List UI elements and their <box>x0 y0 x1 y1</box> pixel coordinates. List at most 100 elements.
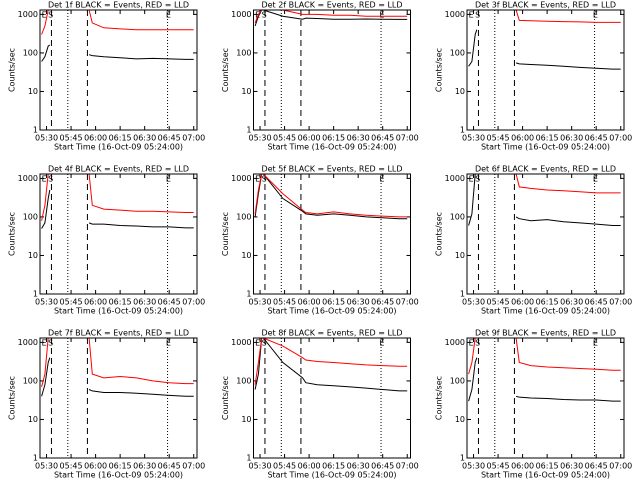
y-tick-label: 1000 <box>231 10 251 19</box>
y-axis-title: Counts/sec <box>8 48 17 92</box>
x-axis-title: Start Time (16-Oct-09 05:24:00) <box>267 471 396 480</box>
y-tick-label: 1 <box>246 126 251 135</box>
y-tick-label: 10 <box>241 87 251 96</box>
x-tick-label: 07:00 <box>609 462 632 471</box>
chart-title: Det 2f BLACK = Events, RED = LLD <box>261 1 402 10</box>
chart-title: Det 7f BLACK = Events, RED = LLD <box>48 329 189 338</box>
annotation: E <box>469 175 474 184</box>
x-tick-label: 07:00 <box>182 134 205 143</box>
x-tick-label: 06:00 <box>511 298 534 307</box>
x-tick-label: 06:00 <box>511 462 534 471</box>
y-tick-label: 10 <box>28 415 38 424</box>
y-tick-label: 1 <box>460 454 465 463</box>
annotation: E <box>469 339 474 348</box>
y-tick-label: 10 <box>28 251 38 260</box>
x-tick-label: 05:30 <box>462 134 485 143</box>
x-tick-label: 05:45 <box>273 298 296 307</box>
x-tick-label: 07:00 <box>396 462 419 471</box>
data-line <box>41 44 194 62</box>
x-tick-label: 06:00 <box>298 462 321 471</box>
y-tick-label: 1 <box>33 126 38 135</box>
plot-frame <box>466 173 625 295</box>
y-tick-label: 1000 <box>18 338 38 347</box>
chart-title: Det 1f BLACK = Events, RED = LLD <box>48 1 189 10</box>
x-tick-label: 06:45 <box>158 298 181 307</box>
x-tick-label: 07:00 <box>609 134 632 143</box>
data-line <box>468 29 621 70</box>
annotation: S <box>262 11 267 20</box>
x-tick-label: 06:30 <box>133 298 156 307</box>
x-tick-label: 05:45 <box>487 298 510 307</box>
x-tick-label: 05:30 <box>35 298 58 307</box>
y-tick-label: 100 <box>23 376 38 385</box>
y-axis-title: Counts/sec <box>221 48 230 92</box>
annotation: S <box>48 175 53 184</box>
x-tick-label: 06:00 <box>298 298 321 307</box>
y-axis-title: Counts/sec <box>221 376 230 420</box>
x-axis-title: Start Time (16-Oct-09 05:24:00) <box>54 471 183 480</box>
data-line <box>41 189 194 229</box>
x-tick-label: 05:45 <box>60 298 83 307</box>
plot-frame <box>466 9 625 131</box>
chart-title: Det 6f BLACK = Events, RED = LLD <box>475 165 616 174</box>
annotation: S <box>475 175 480 184</box>
x-tick-label: 06:45 <box>371 462 394 471</box>
x-tick-label: 06:45 <box>585 298 608 307</box>
y-tick-label: 1 <box>246 454 251 463</box>
y-tick-label: 1000 <box>18 10 38 19</box>
y-tick-label: 100 <box>450 212 465 221</box>
x-tick-label: 06:30 <box>133 134 156 143</box>
x-tick-label: 06:45 <box>585 134 608 143</box>
x-tick-label: 06:30 <box>133 462 156 471</box>
data-line <box>41 357 194 397</box>
plot-frame <box>39 337 198 459</box>
y-axis-title: Counts/sec <box>8 376 17 420</box>
x-tick-label: 06:30 <box>560 298 583 307</box>
plot-frame <box>253 173 411 295</box>
x-tick-label: 06:15 <box>536 462 559 471</box>
y-tick-label: 100 <box>450 48 465 57</box>
x-tick-label: 07:00 <box>182 298 205 307</box>
y-axis-title: Counts/sec <box>221 212 230 256</box>
y-tick-label: 1 <box>246 290 251 299</box>
x-tick-label: 05:30 <box>249 462 272 471</box>
x-tick-label: 07:00 <box>609 298 632 307</box>
x-axis-title: Start Time (16-Oct-09 05:24:00) <box>54 307 183 316</box>
y-tick-label: 1000 <box>231 338 251 347</box>
y-tick-label: 1000 <box>445 338 465 347</box>
chart-title: Det 8f BLACK = Events, RED = LLD <box>261 329 402 338</box>
x-tick-label: 05:45 <box>273 462 296 471</box>
y-tick-label: 1 <box>460 126 465 135</box>
x-tick-label: 06:00 <box>84 462 107 471</box>
data-line <box>468 357 621 402</box>
y-tick-label: 100 <box>23 48 38 57</box>
x-tick-label: 06:15 <box>109 298 132 307</box>
annotation: E <box>379 339 384 348</box>
y-axis-title: Counts/sec <box>435 48 444 92</box>
y-tick-label: 100 <box>236 376 251 385</box>
x-tick-label: 06:00 <box>84 298 107 307</box>
y-tick-label: 1 <box>460 290 465 299</box>
annotation: S <box>475 11 480 20</box>
y-axis-title: Counts/sec <box>435 376 444 420</box>
x-tick-label: 06:15 <box>109 462 132 471</box>
x-tick-label: 07:00 <box>396 298 419 307</box>
plot-frame <box>39 173 198 295</box>
chart-title: Det 9f BLACK = Events, RED = LLD <box>475 329 616 338</box>
x-tick-label: 06:15 <box>322 298 345 307</box>
x-axis-title: Start Time (16-Oct-09 05:24:00) <box>481 143 610 152</box>
x-tick-label: 06:00 <box>511 134 534 143</box>
y-tick-label: 10 <box>455 251 465 260</box>
x-tick-label: 05:30 <box>462 462 485 471</box>
annotation: E <box>166 175 171 184</box>
x-tick-label: 06:45 <box>371 298 394 307</box>
x-tick-label: 06:15 <box>536 134 559 143</box>
annotation: E <box>166 339 171 348</box>
annotation: S <box>475 339 480 348</box>
chart-title: Det 5f BLACK = Events, RED = LLD <box>261 165 402 174</box>
x-tick-label: 05:45 <box>487 462 510 471</box>
annotation: S <box>262 339 267 348</box>
x-tick-label: 05:30 <box>249 134 272 143</box>
annotation: E <box>42 175 47 184</box>
